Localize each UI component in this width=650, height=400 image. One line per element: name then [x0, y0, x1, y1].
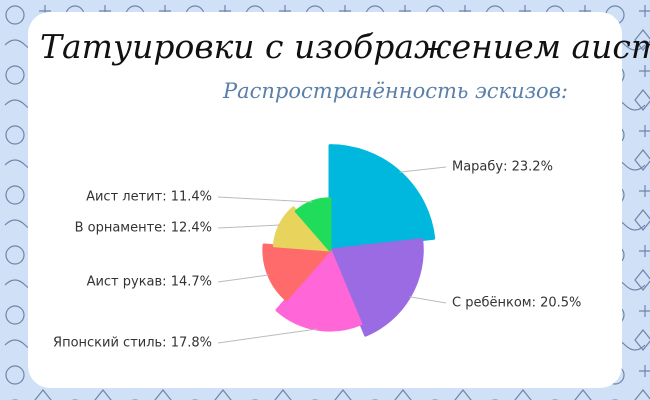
slice-label: С ребёнком: 20.5%: [452, 296, 581, 311]
leader-line: [217, 274, 269, 283]
leader-line: [409, 296, 447, 304]
slice-label: В орнаменте: 12.4%: [75, 221, 212, 236]
leader-line: [399, 166, 447, 173]
subtitle: Распространённость эскизов:: [222, 79, 568, 103]
slice-label: Аист рукав: 14.7%: [87, 275, 212, 290]
pie: Марабу: 23.2% С ребёнком: 20.5% Японский с…: [53, 144, 581, 351]
slice-label: Японский стиль: 17.8%: [53, 336, 212, 351]
slice: [294, 197, 332, 252]
slice-label: Марабу: 23.2%: [452, 160, 553, 175]
leader-line: [217, 328, 318, 344]
slice: [272, 206, 332, 252]
title: Татуировки с изображением аиста: [40, 27, 650, 66]
leader-line: [217, 224, 281, 229]
leader-line: [217, 196, 313, 203]
slice-label: Аист летит: 11.4%: [86, 190, 212, 205]
slice: [328, 238, 424, 337]
slice: [275, 248, 363, 332]
